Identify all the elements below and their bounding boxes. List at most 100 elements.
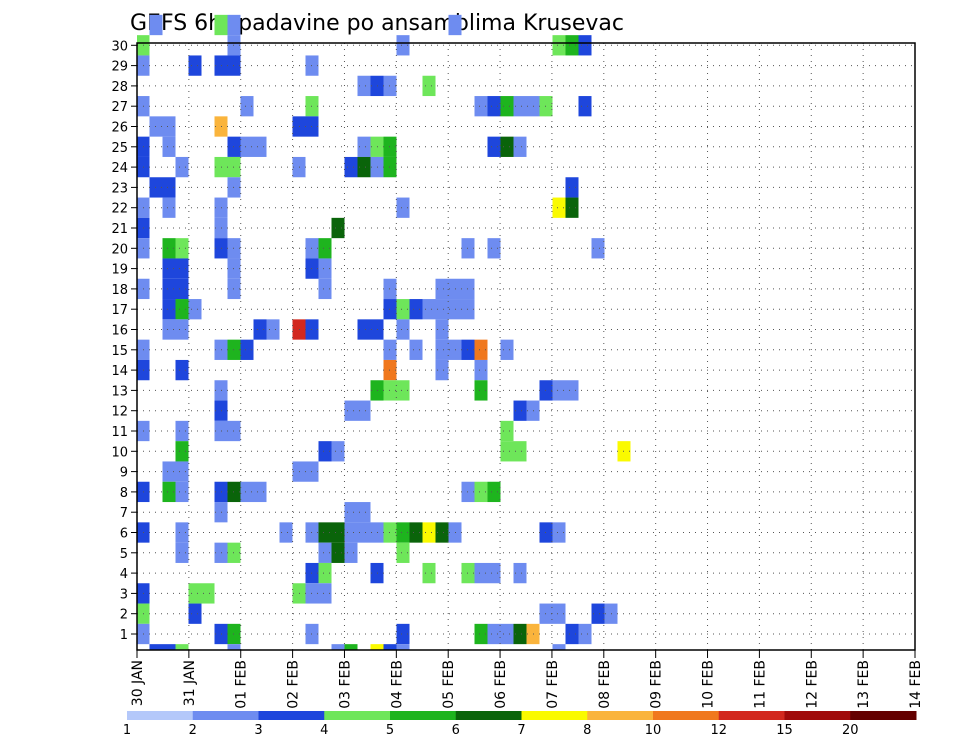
legend-label: 15 [776, 723, 793, 738]
heatmap-cell [435, 299, 449, 320]
x-tick-label: 31 JAN [182, 660, 198, 706]
heatmap-cell [253, 319, 267, 340]
heatmap-cell [175, 644, 189, 650]
heatmap-cell [318, 238, 332, 259]
y-tick-label: 9 [120, 466, 128, 481]
heatmap-cell [565, 380, 579, 401]
y-tick-label: 22 [111, 202, 128, 217]
y-tick-label: 23 [111, 181, 128, 196]
heatmap-cell [474, 96, 488, 117]
x-tick-label: 13 FEB [856, 660, 872, 709]
heatmap-cell [448, 14, 462, 36]
y-tick-label: 14 [111, 364, 128, 379]
heatmap-cell [162, 299, 176, 320]
heatmap-cell [175, 299, 189, 320]
legend-swatch [850, 711, 917, 720]
y-tick-label: 21 [111, 222, 128, 237]
heatmap-cell [162, 136, 176, 157]
x-tick-label: 05 FEB [441, 660, 457, 709]
heatmap-cell [565, 35, 579, 56]
heatmap-cell [487, 623, 501, 645]
x-tick-label: 12 FEB [804, 660, 820, 709]
legend-label: 1 [123, 723, 131, 738]
heatmap-cell [474, 359, 488, 381]
x-tick-label: 08 FEB [597, 660, 613, 709]
heatmap-cell [344, 156, 358, 178]
x-tick-label: 01 FEB [234, 660, 250, 709]
x-tick-label: 03 FEB [338, 660, 354, 709]
y-tick-label: 20 [111, 242, 128, 257]
heatmap-cell [175, 319, 189, 340]
heatmap-cell [591, 603, 605, 624]
heatmap-cell [162, 461, 176, 482]
heatmap-cell [422, 562, 436, 584]
heatmap-cell [344, 502, 358, 523]
y-tick-label: 5 [120, 547, 128, 562]
heatmap-cell [565, 177, 579, 198]
heatmap-cell [149, 644, 163, 650]
heatmap-cell [500, 623, 514, 645]
heatmap-cell [552, 380, 566, 401]
y-tick-label: 2 [120, 608, 128, 623]
heatmap-cell [500, 441, 514, 462]
heatmap-cell [396, 644, 410, 650]
legend-swatch [258, 711, 325, 720]
heatmap-cell [513, 562, 527, 584]
x-tick-label: 02 FEB [286, 660, 302, 709]
heatmap-cell [487, 238, 501, 259]
heatmap-cell [331, 217, 345, 239]
heatmap-cell [162, 481, 176, 503]
heatmap-cell [318, 441, 332, 462]
y-tick-label: 17 [111, 303, 128, 318]
heatmap-cell [409, 299, 423, 320]
heatmap-cell [500, 96, 514, 117]
heatmap-cell [201, 583, 215, 604]
heatmap-cell [175, 441, 189, 462]
heatmap-cell [396, 197, 410, 218]
y-tick-label: 6 [120, 527, 128, 542]
legend-label: 4 [320, 723, 328, 738]
heatmap-cell [422, 522, 436, 543]
heatmap-cell [162, 258, 176, 279]
x-tick-label: 04 FEB [389, 660, 405, 709]
heatmap-cell [188, 603, 202, 624]
heatmap-cell [331, 542, 345, 563]
heatmap-cell [500, 136, 514, 157]
heatmap-cell [318, 583, 332, 604]
y-tick-label: 12 [111, 405, 128, 420]
y-tick-label: 26 [111, 121, 128, 136]
heatmap-cell [344, 542, 358, 563]
legend-swatch [390, 711, 457, 720]
heatmap-cell [357, 502, 371, 523]
heatmap-cell [214, 14, 228, 36]
heatmap-cell [513, 441, 527, 462]
legend-swatch [324, 711, 391, 720]
heatmap-cell [396, 35, 410, 56]
legend-label: 12 [710, 723, 727, 738]
heatmap-cell [162, 197, 176, 218]
y-tick-label: 7 [120, 506, 128, 521]
heatmap-cell [552, 644, 566, 650]
legend-swatch [653, 711, 720, 720]
x-tick-label: 10 FEB [701, 660, 717, 709]
heatmap-cell [578, 96, 592, 117]
y-tick-label: 3 [120, 587, 128, 602]
y-tick-label: 1 [120, 628, 128, 643]
y-tick-label: 15 [111, 344, 128, 359]
heatmap-cell [175, 481, 189, 503]
x-tick-label: 30 JAN [130, 660, 146, 706]
x-tick-label: 14 FEB [908, 660, 924, 709]
heatmap-cell [357, 522, 371, 543]
heatmap-cell [396, 319, 410, 340]
x-tick-label: 09 FEB [649, 660, 665, 709]
heatmap-cell [175, 278, 189, 300]
heatmap-cell [344, 400, 358, 421]
heatmap-cell [357, 75, 371, 97]
heatmap-cell [279, 522, 293, 543]
legend-swatch [455, 711, 522, 720]
heatmap-cell [175, 461, 189, 482]
heatmap-cell [500, 420, 514, 442]
heatmap-cell [396, 380, 410, 401]
y-tick-label: 27 [111, 100, 128, 115]
